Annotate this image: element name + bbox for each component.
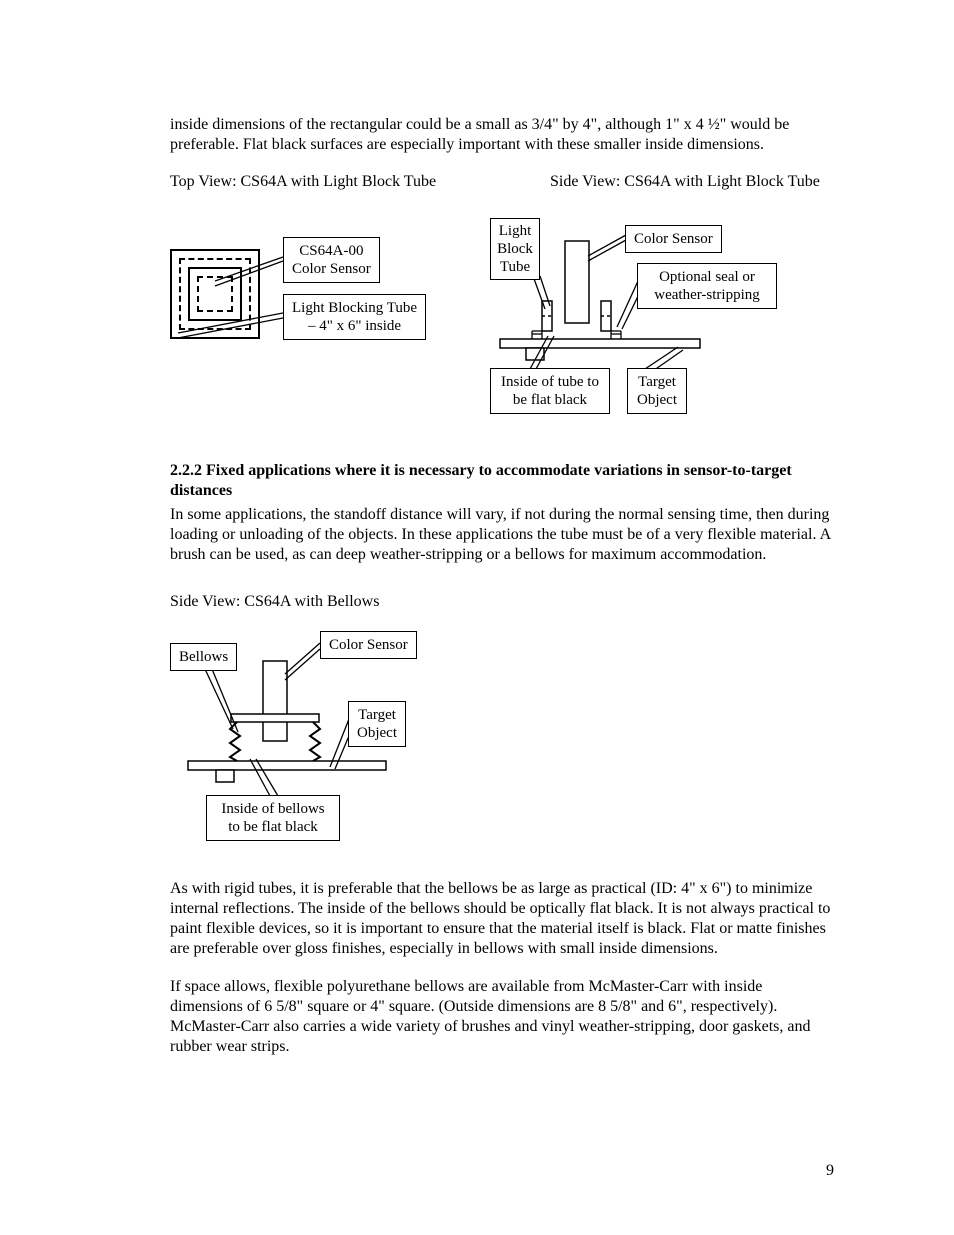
paragraph-2: In some applications, the standoff dista… <box>170 505 834 565</box>
inside2-text: Inside of bellows to be flat black <box>221 801 324 835</box>
bellows-label: Bellows <box>170 643 237 671</box>
cs-text: Color Sensor <box>634 231 713 247</box>
diagrams-row: CS64A-00 Color Sensor Light Blocking Tub… <box>170 221 834 431</box>
section-heading-222: 2.2.2 Fixed applications where it is nec… <box>170 461 834 501</box>
seal-label: Optional seal or weather-stripping <box>637 263 777 309</box>
side-view-title: Side View: CS64A with Light Block Tube <box>550 173 820 191</box>
top-view-title: Top View: CS64A with Light Block Tube <box>170 173 510 191</box>
intro-paragraph: inside dimensions of the rectangular cou… <box>170 115 834 155</box>
side-view-diagram: Light Block Tube Color Sensor Optional s… <box>490 221 830 431</box>
inside-label: Inside of tube to be flat black <box>490 368 610 414</box>
inside-label-2: Inside of bellows to be flat black <box>206 795 340 841</box>
page: inside dimensions of the rectangular cou… <box>0 0 954 1235</box>
bellows-text: Bellows <box>179 649 228 665</box>
paragraph-4: If space allows, flexible polyurethane b… <box>170 977 834 1057</box>
lbt-text: Light Block Tube <box>497 223 533 275</box>
target-text: Target Object <box>637 374 677 408</box>
color-sensor-label-2: Color Sensor <box>320 631 417 659</box>
target-label: Target Object <box>627 368 687 414</box>
inside-text: Inside of tube to be flat black <box>501 374 599 408</box>
cs2-text: Color Sensor <box>329 637 408 653</box>
bellows-diagram: Bellows Color Sensor Target Object Insid… <box>170 639 460 867</box>
target-label-2: Target Object <box>348 701 406 747</box>
paragraph-3: As with rigid tubes, it is preferable th… <box>170 879 834 959</box>
color-sensor-label: Color Sensor <box>625 225 722 253</box>
page-number: 9 <box>826 1162 834 1180</box>
topview-leader-icon <box>170 221 460 361</box>
bellows-title: Side View: CS64A with Bellows <box>170 593 834 611</box>
figure-titles-row: Top View: CS64A with Light Block Tube Si… <box>170 173 834 191</box>
target2-text: Target Object <box>357 707 397 741</box>
seal-text: Optional seal or weather-stripping <box>654 269 760 303</box>
light-block-tube-label: Light Block Tube <box>490 218 540 280</box>
top-view-diagram: CS64A-00 Color Sensor Light Blocking Tub… <box>170 221 460 361</box>
